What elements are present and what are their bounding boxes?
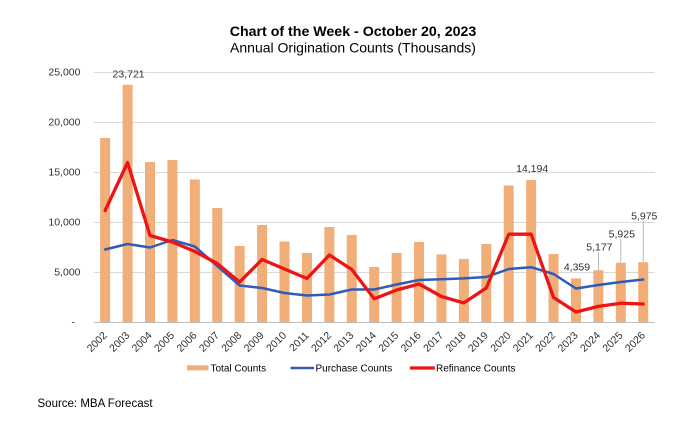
svg-text:Purchase Counts: Purchase Counts <box>316 364 393 375</box>
svg-text:4,359: 4,359 <box>564 262 590 274</box>
svg-text:Chart of the Week - October 20: Chart of the Week - October 20, 2023 <box>230 24 477 40</box>
svg-text:5,975: 5,975 <box>631 211 657 223</box>
svg-text:5,925: 5,925 <box>609 229 635 241</box>
svg-text:20,000: 20,000 <box>48 117 80 129</box>
svg-text:Source: MBA Forecast: Source: MBA Forecast <box>38 398 154 410</box>
svg-text:25,000: 25,000 <box>48 67 80 79</box>
svg-text:5,177: 5,177 <box>586 242 612 254</box>
svg-text:Refinance Counts: Refinance Counts <box>436 364 516 375</box>
svg-text:5,000: 5,000 <box>54 267 80 279</box>
svg-text:Total Counts: Total Counts <box>211 364 267 375</box>
svg-text:10,000: 10,000 <box>48 217 80 229</box>
svg-text:15,000: 15,000 <box>48 167 80 179</box>
svg-text:Annual Origination Counts (Tho: Annual Origination Counts (Thousands) <box>230 40 476 56</box>
svg-text:14,194: 14,194 <box>516 163 548 175</box>
svg-text:23,721: 23,721 <box>113 69 145 81</box>
svg-text:-: - <box>72 317 76 329</box>
